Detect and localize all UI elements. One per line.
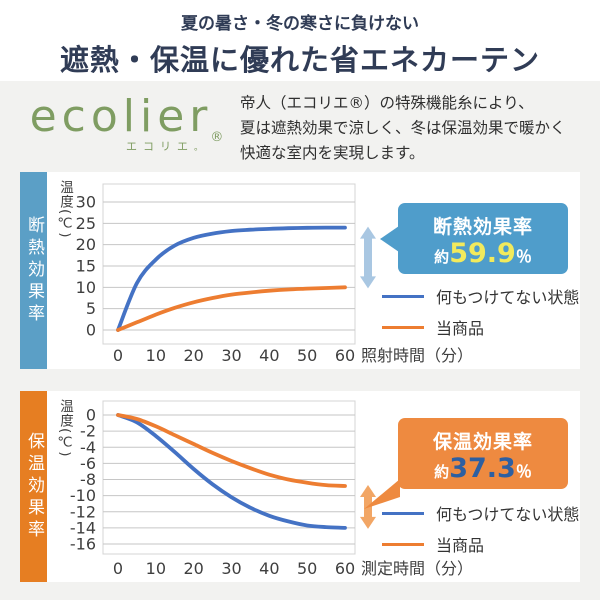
svg-text:0: 0 [113, 346, 123, 365]
badge-tail-icon [364, 479, 400, 509]
badge-value: 59.9 [449, 238, 516, 269]
svg-text:10: 10 [76, 278, 96, 297]
svg-text:-2: -2 [80, 422, 96, 441]
svg-text:-4: -4 [80, 438, 96, 457]
svg-text:照射時間（分）: 照射時間（分） [361, 346, 473, 365]
svg-text:10: 10 [146, 346, 166, 365]
svg-text:測定時間（分）: 測定時間（分） [361, 559, 473, 578]
brand-logo-text: ecolier [29, 91, 213, 142]
brand-logo: ecolier® エコリエ。 [20, 95, 235, 154]
svg-text:10: 10 [146, 559, 166, 578]
svg-text:15: 15 [76, 257, 96, 276]
heat-retention-chart-card: 保温効果率 温度(℃) 0 -2 -4 -6 -8 -10 -12 -14 -16 0 10 20 30… [20, 391, 580, 582]
badge-value-row: 約 37.3 ％ [398, 454, 568, 484]
svg-text:-8: -8 [80, 470, 96, 489]
description-line: 快適な室内を実現します。 [240, 143, 425, 162]
legend-item: 何もつけてない状態 [382, 284, 579, 308]
svg-text:50: 50 [297, 559, 317, 578]
legend-item: 何もつけてない状態 [382, 501, 579, 525]
svg-text:40: 40 [259, 346, 279, 365]
insulation-sidebar-label: 断熱効果率 [20, 172, 47, 369]
svg-text:60: 60 [335, 559, 355, 578]
legend-item: 当商品 [382, 532, 579, 556]
badge-prefix: 約 [434, 248, 450, 266]
svg-text:0: 0 [113, 559, 123, 578]
legend-line-sample [382, 325, 424, 329]
description-line: 帝人（エコリエ®）の特殊機能糸により、 [240, 94, 534, 112]
legend-line-sample [382, 542, 424, 546]
badge-tail-icon [380, 226, 399, 252]
badge-title: 保温効果率 [432, 431, 533, 453]
description-line: 夏は遮熱効果で涼しく、冬は保温効果で暖かく [240, 118, 566, 137]
insulation-legend: 何もつけてない状態 当商品 [382, 284, 579, 346]
svg-text:-10: -10 [70, 486, 96, 505]
insulation-rate-badge: 断熱効果率 約 59.9 ％ [380, 203, 568, 274]
badge-value-row: 約 59.9 ％ [398, 239, 568, 269]
svg-text:50: 50 [297, 346, 317, 365]
svg-text:20: 20 [183, 559, 203, 578]
header: 夏の暑さ・冬の寒さに負けない 遮熱・保温に優れた省エネカーテン [0, 0, 600, 81]
svg-text:20: 20 [183, 346, 203, 365]
legend-line-sample [382, 294, 424, 298]
insulation-chart-card: 断熱効果率 温度(℃) 30 25 20 15 10 5 0 0 10 20 30 40 50 60 照射時… [20, 172, 580, 369]
svg-text:20: 20 [76, 235, 96, 254]
badge-title: 断熱効果率 [432, 216, 533, 238]
svg-text:-12: -12 [70, 502, 96, 521]
badge-unit: ％ [515, 462, 532, 481]
svg-text:0: 0 [86, 406, 96, 425]
svg-text:30: 30 [221, 346, 241, 365]
header-subtitle: 夏の暑さ・冬の寒さに負けない [181, 14, 419, 34]
svg-text:-16: -16 [70, 535, 96, 554]
svg-text:-14: -14 [70, 518, 96, 537]
svg-text:0: 0 [86, 321, 96, 340]
insulation-y-axis-label: 温度(℃) [57, 180, 73, 239]
svg-text:60: 60 [335, 346, 355, 365]
svg-text:5: 5 [86, 299, 96, 318]
brand-row: ecolier® エコリエ。 帝人（エコリエ®）の特殊機能糸により、 夏は遮熱効… [0, 81, 600, 171]
kana-period: 。 [193, 143, 203, 153]
svg-text:30: 30 [76, 193, 96, 212]
badge-prefix: 約 [434, 463, 450, 481]
page-title: 遮熱・保温に優れた省エネカーテン [59, 43, 540, 77]
retention-line-chart: 0-2-4-6-8-10-12-14-160 10 20 30 40 50 60 測定時間（分… [70, 400, 473, 578]
brand-description: 帝人（エコリエ®）の特殊機能糸により、 夏は遮熱効果で涼しく、冬は保温効果で暖か… [240, 91, 590, 165]
svg-text:30: 30 [221, 559, 241, 578]
legend-item: 当商品 [382, 315, 579, 339]
registered-mark-icon: ® [210, 130, 224, 145]
legend-line-sample [382, 511, 424, 515]
svg-text:25: 25 [76, 214, 96, 233]
svg-text:40: 40 [259, 559, 279, 578]
retention-y-axis-label: 温度(℃) [57, 399, 73, 458]
badge-unit: ％ [515, 247, 532, 266]
svg-text:-6: -6 [80, 454, 96, 473]
retention-sidebar-label: 保温効果率 [20, 391, 47, 582]
retention-rate-badge: 保温効果率 約 37.3 ％ [364, 418, 568, 509]
retention-legend: 何もつけてない状態 当商品 [382, 501, 579, 563]
badge-value: 37.3 [449, 453, 516, 484]
brand-logo-kana: エコリエ。 [125, 140, 203, 153]
